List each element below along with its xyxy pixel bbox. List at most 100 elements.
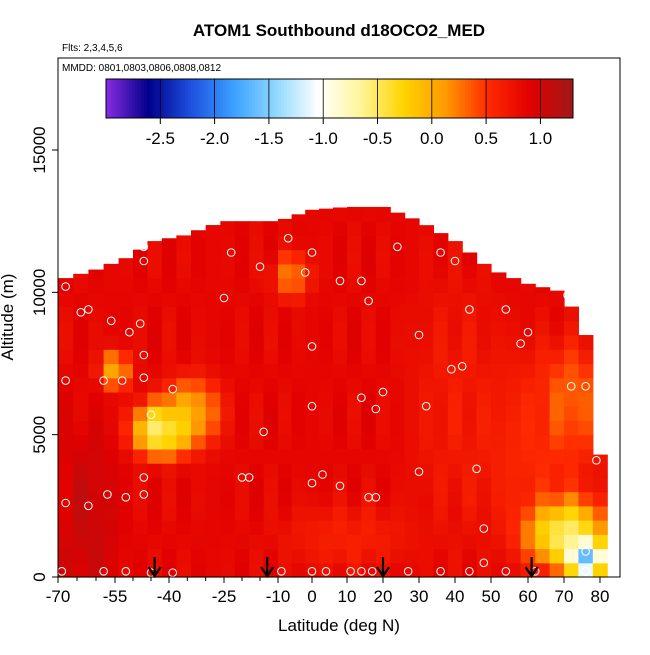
- sample-point: [364, 296, 373, 306]
- heatmap-cell: [447, 562, 463, 578]
- heatmap-cell: [147, 292, 163, 308]
- sample-point: [106, 316, 116, 326]
- heatmap-cell: [535, 477, 551, 493]
- colorbar-segment: [327, 79, 332, 118]
- heatmap-cell: [476, 477, 492, 493]
- heatmap-cell: [291, 477, 306, 493]
- heatmap-cell: [305, 491, 320, 507]
- sample-point: [501, 567, 511, 576]
- heatmap-cell: [347, 235, 362, 251]
- colorbar-segment: [540, 79, 545, 118]
- heatmap-cell: [73, 491, 89, 507]
- heatmap-cell: [263, 520, 279, 535]
- heatmap-cell: [249, 249, 265, 265]
- sample-point: [592, 456, 601, 465]
- heatmap-cell: [291, 434, 306, 450]
- heatmap-cell: [462, 278, 478, 293]
- heatmap-cell: [305, 377, 320, 393]
- heatmap-cell: [220, 463, 236, 478]
- colorbar-segment: [111, 79, 116, 118]
- heatmap-cell: [578, 534, 594, 550]
- colorbar-segment: [313, 79, 317, 118]
- heatmap-cell: [278, 548, 293, 564]
- heatmap-cell: [147, 306, 163, 322]
- heatmap-cell: [205, 505, 221, 521]
- sample-point: [581, 567, 590, 576]
- heatmap-cell: [419, 225, 434, 236]
- heatmap-cell: [191, 448, 207, 464]
- colorbar-segment: [176, 79, 180, 118]
- sample-point: [414, 330, 424, 340]
- x-tick-label: -25: [212, 587, 237, 606]
- heatmap-cell: [419, 391, 434, 407]
- heatmap-cell: [73, 335, 89, 350]
- heatmap-cell: [319, 208, 334, 222]
- sample-point: [103, 490, 112, 499]
- heatmap-cell: [88, 320, 105, 336]
- heatmap-cell: [278, 377, 293, 393]
- heatmap-cell: [88, 306, 105, 322]
- heatmap-cell: [361, 235, 377, 251]
- colorbar-segment: [444, 79, 448, 118]
- heatmap-cells: [58, 206, 608, 578]
- heatmap-cell: [278, 306, 293, 322]
- heatmap-cell: [404, 434, 420, 450]
- heatmap-cell: [88, 391, 105, 407]
- sample-point: [259, 427, 268, 437]
- heatmap-cell: [147, 249, 163, 265]
- sample-point: [244, 473, 254, 482]
- heatmap-cell: [333, 292, 348, 308]
- heatmap-cell: [333, 278, 348, 293]
- colorbar-segment: [129, 79, 133, 118]
- heatmap-cell: [476, 292, 492, 308]
- heatmap-cell: [291, 349, 306, 365]
- colorbar-segment: [500, 79, 504, 118]
- colorbar-segment: [257, 79, 262, 118]
- colorbar-segment: [321, 79, 326, 118]
- heatmap-cell: [462, 263, 478, 279]
- x-tick-label: 0: [307, 587, 316, 606]
- heatmap-cell: [103, 548, 120, 564]
- colorbar-tick-label: 0.5: [474, 129, 498, 148]
- heatmap-cell: [491, 292, 507, 308]
- colorbar: -2.5 -2.0 -1.5 -1.0 -0.5 0.0 0.5 1.0: [105, 78, 574, 148]
- heatmap-cell: [234, 249, 250, 265]
- heatmap-cell: [390, 335, 406, 350]
- sample-point: [121, 493, 131, 502]
- heatmap-cell: [447, 520, 463, 535]
- sample-point: [135, 319, 145, 328]
- colorbar-segment: [564, 79, 568, 118]
- heatmap-cell: [491, 278, 507, 293]
- heatmap-cell: [263, 320, 279, 336]
- colorbar-segment: [161, 79, 165, 118]
- heatmap-cell: [205, 391, 221, 407]
- heatmap-cell: [191, 349, 207, 365]
- heatmap-cell: [147, 391, 163, 407]
- heatmap-cell: [291, 320, 306, 336]
- colorbar-segment: [225, 79, 230, 118]
- heatmap-cell: [419, 363, 434, 379]
- heatmap-cell: [375, 335, 391, 350]
- colorbar-segment: [418, 79, 422, 118]
- heatmap-cell: [535, 391, 551, 407]
- heatmap-cell: [291, 263, 306, 279]
- heatmap-cell: [73, 448, 89, 464]
- heatmap-cell: [347, 278, 362, 293]
- heatmap-cell: [462, 335, 478, 350]
- heatmap-cell: [278, 292, 293, 308]
- heatmap-cell: [520, 548, 536, 564]
- heatmap-cell: [375, 463, 391, 478]
- heatmap-cell: [191, 335, 207, 350]
- heatmap-cell: [535, 448, 551, 464]
- heatmap-cell: [419, 548, 434, 564]
- x-tick-label: 70: [555, 587, 574, 606]
- colorbar-segment: [479, 79, 484, 118]
- heatmap-cell: [476, 335, 492, 350]
- colorbar-segment: [289, 79, 294, 118]
- heatmap-cell: [88, 335, 105, 350]
- heatmap-cell: [319, 335, 334, 350]
- colorbar-segment: [497, 79, 501, 118]
- heatmap-cell: [535, 491, 551, 507]
- heatmap-cell: [491, 505, 507, 521]
- sample-point: [219, 293, 229, 303]
